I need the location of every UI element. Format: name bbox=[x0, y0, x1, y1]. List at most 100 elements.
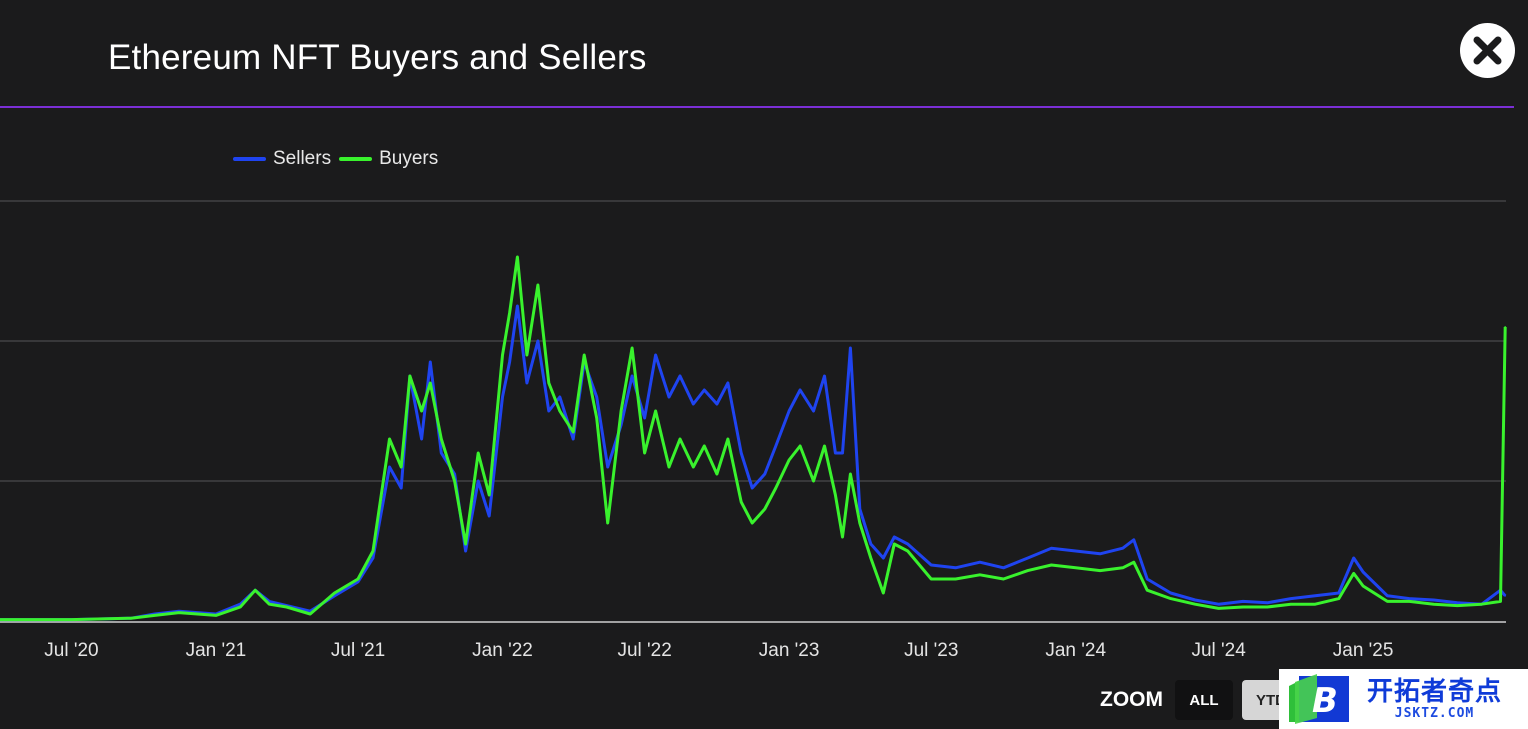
data-point-buyers bbox=[1352, 572, 1355, 575]
data-point-sellers bbox=[453, 473, 456, 475]
data-point-buyers bbox=[788, 459, 790, 461]
data-point-sellers bbox=[679, 375, 681, 377]
data-point-buyers bbox=[239, 606, 242, 608]
data-point-sellers bbox=[477, 480, 480, 482]
data-point-buyers bbox=[420, 410, 423, 412]
data-point-buyers bbox=[130, 617, 133, 620]
data-point-buyers bbox=[606, 522, 609, 524]
data-point-buyers bbox=[153, 614, 156, 617]
zoom-controls: ZOOM ALL YTD bbox=[1100, 680, 1309, 720]
zoom-all-button[interactable]: ALL bbox=[1175, 680, 1233, 720]
data-point-buyers bbox=[631, 347, 633, 349]
data-point-buyers bbox=[285, 606, 288, 608]
legend-label-buyers: Buyers bbox=[379, 148, 439, 169]
data-point-sellers bbox=[654, 354, 657, 356]
data-point-buyers bbox=[1290, 603, 1292, 606]
data-point-buyers bbox=[501, 354, 504, 356]
data-point-buyers bbox=[409, 375, 411, 377]
data-point-sellers bbox=[841, 452, 844, 454]
data-point-sellers bbox=[357, 580, 359, 583]
data-point-buyers bbox=[869, 557, 872, 559]
data-point-sellers bbox=[643, 417, 646, 419]
data-point-buyers bbox=[654, 410, 657, 412]
data-point-sellers bbox=[869, 543, 872, 545]
data-point-buyers bbox=[572, 431, 575, 433]
data-point-sellers bbox=[1362, 571, 1364, 573]
data-point-sellers bbox=[788, 410, 790, 412]
data-point-buyers bbox=[537, 284, 539, 286]
legend-item-buyers[interactable]: Buyers bbox=[339, 148, 438, 170]
data-point-sellers bbox=[372, 557, 374, 559]
data-point-buyers bbox=[1169, 597, 1172, 600]
data-point-sellers bbox=[464, 550, 467, 552]
watermark-logo-icon: B bbox=[1289, 674, 1349, 724]
data-point-buyers bbox=[526, 354, 528, 356]
x-tick-label: Jul '23 bbox=[904, 640, 958, 661]
data-point-buyers bbox=[1504, 326, 1507, 328]
data-point-buyers bbox=[740, 501, 743, 503]
data-point-buyers bbox=[774, 487, 777, 489]
legend-swatch-buyers bbox=[339, 157, 373, 161]
watermark: B 开拓者奇点 JSKTZ.COM bbox=[1279, 669, 1528, 729]
data-point-sellers bbox=[1050, 547, 1053, 550]
data-point-buyers bbox=[893, 543, 896, 545]
data-point-buyers bbox=[0, 618, 1, 621]
data-point-sellers bbox=[1026, 557, 1029, 559]
data-point-sellers bbox=[429, 361, 432, 363]
data-point-buyers bbox=[668, 466, 670, 468]
data-point-sellers bbox=[1132, 538, 1135, 541]
data-point-buyers bbox=[1456, 604, 1459, 607]
data-point-buyers bbox=[751, 522, 754, 524]
data-point-buyers bbox=[429, 382, 432, 384]
data-point-buyers bbox=[716, 473, 718, 475]
data-point-buyers bbox=[1099, 569, 1101, 572]
data-point-sellers bbox=[1217, 603, 1220, 606]
data-point-buyers bbox=[595, 417, 598, 419]
watermark-text-en: JSKTZ.COM bbox=[1394, 705, 1475, 721]
data-point-buyers bbox=[849, 473, 852, 475]
close-button[interactable] bbox=[1460, 23, 1515, 78]
data-point-buyers bbox=[1337, 597, 1340, 600]
x-tick-label: Jan '24 bbox=[1045, 640, 1106, 661]
data-point-buyers bbox=[254, 589, 257, 592]
data-point-buyers bbox=[1217, 607, 1220, 610]
data-point-sellers bbox=[882, 557, 885, 559]
data-point-sellers bbox=[1121, 547, 1124, 550]
data-point-sellers bbox=[631, 375, 633, 377]
data-point-sellers bbox=[488, 515, 491, 517]
data-point-sellers bbox=[979, 561, 981, 564]
x-tick-label: Jul '21 bbox=[331, 640, 385, 661]
data-point-sellers bbox=[727, 382, 729, 384]
data-point-sellers bbox=[1386, 594, 1389, 597]
data-point-sellers bbox=[1408, 597, 1411, 600]
x-tick-label: Jul '20 bbox=[44, 640, 98, 661]
data-point-buyers bbox=[1314, 603, 1317, 606]
data-point-buyers bbox=[954, 578, 957, 580]
legend-item-sellers[interactable]: Sellers bbox=[233, 148, 331, 170]
data-point-buyers bbox=[508, 312, 511, 314]
data-point-buyers bbox=[453, 480, 456, 482]
data-point-buyers bbox=[1266, 606, 1269, 608]
data-point-buyers bbox=[643, 452, 646, 454]
data-point-buyers bbox=[1242, 606, 1244, 608]
data-point-sellers bbox=[400, 487, 403, 489]
data-point-buyers bbox=[547, 382, 550, 384]
data-point-sellers bbox=[1337, 592, 1340, 594]
data-point-buyers bbox=[268, 603, 271, 606]
data-point-sellers bbox=[537, 340, 539, 342]
data-point-buyers bbox=[858, 522, 861, 524]
data-point-sellers bbox=[812, 410, 815, 412]
data-point-buyers bbox=[1362, 585, 1364, 587]
data-point-sellers bbox=[595, 396, 598, 398]
data-point-buyers bbox=[1121, 566, 1124, 569]
data-point-sellers bbox=[751, 487, 754, 489]
data-point-buyers bbox=[1146, 589, 1149, 592]
x-tick-label: Jul '24 bbox=[1191, 640, 1246, 661]
data-point-buyers bbox=[70, 618, 73, 621]
data-point-sellers bbox=[1074, 550, 1077, 552]
data-point-buyers bbox=[1386, 600, 1389, 603]
data-point-buyers bbox=[477, 452, 480, 454]
x-tick-label: Jan '25 bbox=[1333, 640, 1394, 661]
data-point-buyers bbox=[823, 445, 826, 447]
